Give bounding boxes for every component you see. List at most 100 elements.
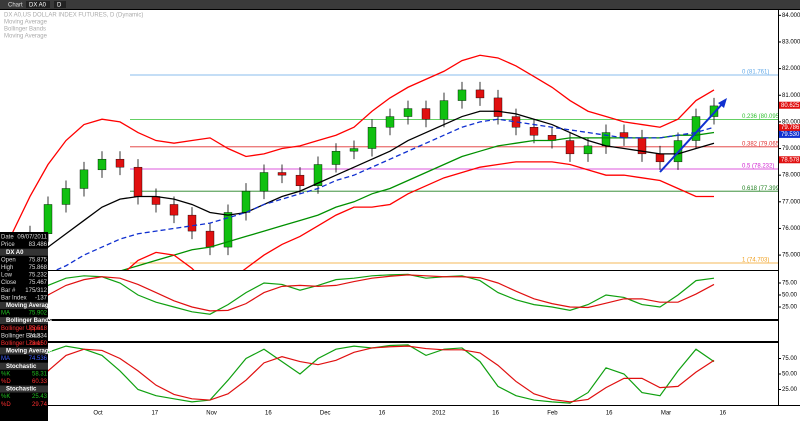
dw-value: 29.74 <box>32 402 48 408</box>
dw-label: Low <box>1 273 13 279</box>
stoch-panel-1 <box>0 271 778 319</box>
x-tick-label: 17 <box>151 411 158 417</box>
candle-body <box>655 153 665 163</box>
dw-value: 74.334 <box>29 333 48 339</box>
x-tick-label: 16 <box>606 411 613 417</box>
candle-body <box>529 127 539 136</box>
interval[interactable]: D <box>57 3 62 9</box>
dw-value: 83.486 <box>29 242 48 248</box>
dw-value: 75.868 <box>29 265 48 271</box>
candle-body <box>709 105 719 117</box>
dw-label: Date <box>1 235 14 241</box>
empty-panel <box>0 321 778 341</box>
price-marker-label: 79.786 <box>781 125 800 131</box>
overlay-line <box>11 110 715 267</box>
x-tick-label: Nov <box>206 411 217 417</box>
ind-tick-label: 25.00 <box>782 387 798 393</box>
candle-body <box>601 132 611 147</box>
ind-tick-label: 50.00 <box>782 372 798 378</box>
candle-body <box>583 145 593 155</box>
candle-body <box>241 190 251 213</box>
x-tick-label: 16 <box>379 411 386 417</box>
dw-heading: Stochastic <box>6 364 37 370</box>
dw-heading: Stochastic <box>6 387 37 393</box>
candle-body <box>61 188 71 205</box>
dw-label: Price <box>1 242 15 248</box>
price-marker <box>779 101 800 109</box>
dw-label: MA <box>1 356 10 362</box>
dw-heading-bg <box>0 317 48 325</box>
candle-body <box>331 150 341 165</box>
stoch-line <box>11 273 715 315</box>
stoch-panel-2 <box>0 343 778 405</box>
interval-box[interactable] <box>54 1 66 8</box>
fib-label: 0.5 (78.232) <box>742 164 774 170</box>
candle-body <box>313 164 323 187</box>
candle-body <box>277 172 287 176</box>
overlay-line <box>11 54 715 235</box>
legend-entry: Bollinger Bands <box>4 27 46 33</box>
dw-value: 60.33 <box>32 379 48 385</box>
legend-entry: Moving Average <box>4 34 48 40</box>
dw-heading-bg <box>0 301 48 309</box>
dw-label: High <box>1 265 13 271</box>
y-tick-label: 78.000 <box>782 173 800 179</box>
trend-line <box>659 101 725 173</box>
symbol-box[interactable] <box>26 1 50 8</box>
y-tick-label: 79.000 <box>782 146 800 152</box>
candle-body <box>403 108 413 117</box>
candle-body <box>421 108 431 120</box>
fib-label: 1 (74.703) <box>742 258 769 264</box>
candle-body <box>493 97 503 117</box>
x-tick-label: Dec <box>320 411 331 417</box>
price-marker-label: 79.530 <box>781 132 800 138</box>
y-tick-label: 82.000 <box>782 66 800 72</box>
candle-body <box>43 204 53 234</box>
main-chart <box>0 10 778 270</box>
x-tick-label: 16 <box>719 411 726 417</box>
chart-title: DX A0,US DOLLAR INDEX FUTURES, D (Dynami… <box>4 13 143 19</box>
candle-body <box>295 174 305 187</box>
price-axis <box>779 10 800 405</box>
price-marker <box>779 130 800 138</box>
overlay-line <box>126 161 714 270</box>
x-tick-label: Oct <box>93 411 103 417</box>
candle-body <box>205 230 215 248</box>
dw-value: 75.467 <box>29 280 48 286</box>
price-marker <box>779 156 800 164</box>
x-tick-label: Feb <box>547 411 558 417</box>
candle-body <box>151 196 161 205</box>
fib-label: 0.236 (80.095) <box>742 114 781 120</box>
dw-label: %D <box>1 402 11 408</box>
y-tick-label: 80.000 <box>782 119 800 125</box>
dw-heading-bg <box>0 385 48 393</box>
x-tick-label: 16 <box>492 411 499 417</box>
legend-entry: Moving Average <box>4 20 48 26</box>
dw-heading: Moving Average <box>6 349 53 355</box>
x-tick-label: 16 <box>265 411 272 417</box>
candle-body <box>385 116 395 128</box>
dw-label: Bollinger Basis <box>1 333 41 339</box>
toolbar <box>0 0 800 9</box>
candle-body <box>79 169 89 189</box>
fib-label: 0 (81.761) <box>742 70 769 76</box>
stoch-line <box>11 274 715 313</box>
stoch-line <box>11 344 715 404</box>
candle-body <box>457 89 467 101</box>
x-tick-label: 2012 <box>432 411 446 417</box>
dw-heading: Moving Average <box>6 303 53 309</box>
price-marker-label: 78.578 <box>781 157 800 163</box>
dw-value: 73.150 <box>29 341 48 347</box>
dw-value: 75.902 <box>29 311 48 317</box>
candle-body <box>565 140 575 155</box>
candle-body <box>439 100 449 120</box>
symbol[interactable]: DX A0 <box>29 3 47 9</box>
candle-body <box>169 204 179 216</box>
dw-label: Bollinger Lower <box>1 341 42 347</box>
dw-value: 175/312 <box>25 288 47 294</box>
dw-value: 09/07/2011 <box>17 235 47 241</box>
ind-tick-label: 75.00 <box>782 281 798 287</box>
y-tick-label: 77.000 <box>782 199 800 205</box>
y-tick-label: 81.000 <box>782 93 800 99</box>
